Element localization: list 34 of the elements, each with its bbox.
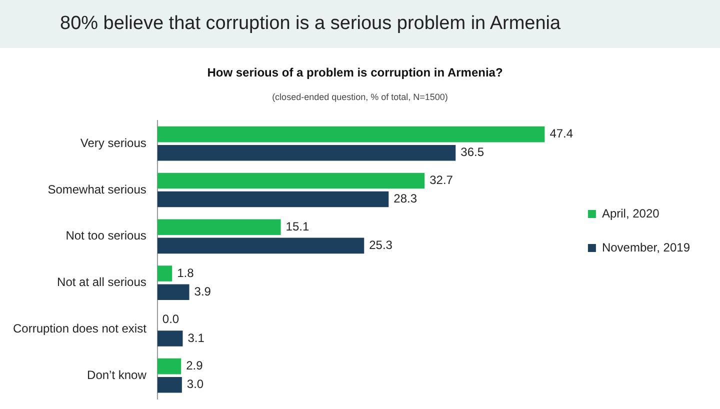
y-tick-label: Very serious — [80, 136, 146, 150]
bar — [157, 376, 182, 393]
y-tick-label: Don’t know — [87, 368, 147, 382]
data-label: 36.5 — [460, 145, 484, 160]
bar — [157, 284, 190, 300]
bar — [157, 238, 364, 254]
legend-label: April, 2020 — [602, 206, 660, 220]
legend-label: November, 2019 — [602, 240, 690, 254]
data-label: 3.1 — [188, 330, 205, 345]
chart-subtitle: How serious of a problem is corruption in Armenia? — [207, 66, 503, 80]
text: (closed-ended question, % of total, N=1500) — [271, 92, 449, 102]
data-label: 1.8 — [177, 266, 194, 280]
bar — [157, 144, 456, 161]
data-label: 28.3 — [394, 192, 418, 206]
y-tick-label: Corruption does not exist — [13, 322, 148, 336]
data-label: 15.1 — [286, 219, 310, 234]
data-label: 3.0 — [186, 377, 204, 392]
bar — [157, 219, 281, 236]
data-label: 2.9 — [186, 358, 204, 373]
bar — [157, 191, 389, 208]
bar — [157, 172, 425, 189]
data-label: 47.4 — [550, 126, 574, 141]
bar — [157, 358, 182, 374]
bar — [157, 126, 545, 142]
bar — [157, 266, 172, 282]
data-label: 32.7 — [430, 173, 454, 188]
data-label: 3.9 — [194, 284, 212, 298]
y-tick-label: Somewhat serious — [48, 182, 146, 196]
data-label: 25.3 — [369, 238, 393, 252]
data-label: 0.0 — [162, 312, 180, 326]
y-tick-label: Not at all serious — [57, 275, 146, 290]
y-tick-label: Not too serious — [66, 228, 146, 243]
bar — [157, 330, 183, 346]
chart-title: 80% believe that corruption is a serious problem in Armenia — [0, 0, 720, 48]
